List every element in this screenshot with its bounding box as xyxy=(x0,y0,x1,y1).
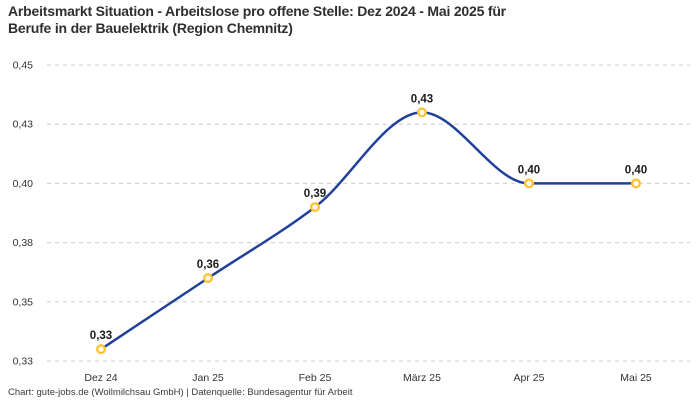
y-tick-label: 0,33 xyxy=(13,356,34,368)
chart-credit: Chart: gute-jobs.de (Wollmilchsau GmbH) … xyxy=(8,387,353,398)
x-tick-label: Feb 25 xyxy=(299,372,332,384)
data-point-marker xyxy=(631,178,642,189)
x-tick-label: Jan 25 xyxy=(192,372,224,384)
x-tick-label: Mai 25 xyxy=(620,372,652,384)
x-tick-label: Dez 24 xyxy=(84,372,117,384)
y-tick-label: 0,38 xyxy=(13,237,34,249)
data-point-marker xyxy=(95,344,106,355)
data-point-marker xyxy=(524,178,535,189)
data-point-label: 0,43 xyxy=(411,93,433,105)
y-tick-label: 0,40 xyxy=(13,178,34,190)
x-tick-label: März 25 xyxy=(403,372,441,384)
x-tick-label: Apr 25 xyxy=(514,372,545,384)
y-tick-label: 0,35 xyxy=(13,296,34,308)
y-tick-label: 0,45 xyxy=(13,60,34,72)
data-point-marker xyxy=(310,202,321,213)
data-point-label: 0,39 xyxy=(304,188,326,200)
data-point-marker xyxy=(417,107,428,118)
line-series xyxy=(99,111,638,351)
chart-title-line1: Arbeitsmarkt Situation - Arbeitslose pro… xyxy=(8,3,506,19)
y-tick-label: 0,43 xyxy=(13,119,34,131)
data-point-label: 0,36 xyxy=(197,259,219,271)
data-point-marker xyxy=(202,273,213,284)
data-point-label: 0,40 xyxy=(625,164,647,176)
data-point-label: 0,40 xyxy=(518,164,540,176)
chart-title-line2: Berufe in der Bauelektrik (Region Chemni… xyxy=(8,20,293,36)
data-point-label: 0,33 xyxy=(90,330,112,342)
chart-title: Arbeitsmarkt Situation - Arbeitslose pro… xyxy=(8,3,693,37)
